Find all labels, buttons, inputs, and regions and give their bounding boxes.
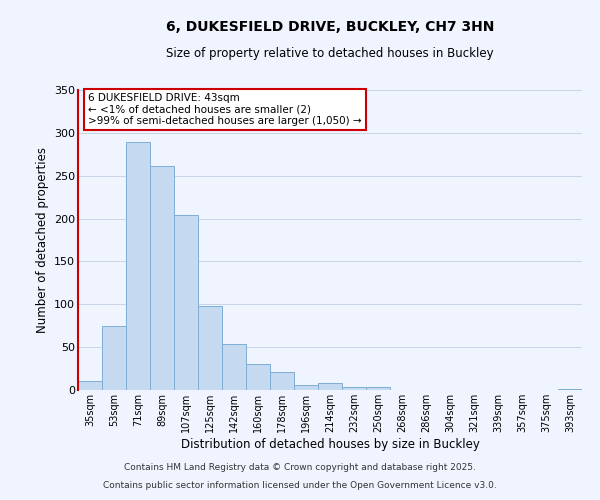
- Bar: [150, 166, 174, 390]
- Bar: [222, 344, 246, 390]
- Text: Contains HM Land Registry data © Crown copyright and database right 2025.: Contains HM Land Registry data © Crown c…: [124, 464, 476, 472]
- Bar: [126, 142, 150, 390]
- Text: 6 DUKESFIELD DRIVE: 43sqm
← <1% of detached houses are smaller (2)
>99% of semi-: 6 DUKESFIELD DRIVE: 43sqm ← <1% of detac…: [88, 93, 362, 126]
- Bar: [102, 326, 126, 390]
- Bar: [270, 372, 294, 390]
- Text: Contains public sector information licensed under the Open Government Licence v3: Contains public sector information licen…: [103, 481, 497, 490]
- Y-axis label: Number of detached properties: Number of detached properties: [35, 147, 49, 333]
- Bar: [558, 389, 582, 390]
- Bar: [294, 385, 318, 390]
- X-axis label: Distribution of detached houses by size in Buckley: Distribution of detached houses by size …: [181, 438, 479, 450]
- Bar: [78, 382, 102, 390]
- Bar: [174, 215, 198, 390]
- Text: 6, DUKESFIELD DRIVE, BUCKLEY, CH7 3HN: 6, DUKESFIELD DRIVE, BUCKLEY, CH7 3HN: [166, 20, 494, 34]
- Text: Size of property relative to detached houses in Buckley: Size of property relative to detached ho…: [166, 48, 494, 60]
- Bar: [246, 364, 270, 390]
- Bar: [366, 386, 390, 390]
- Bar: [318, 383, 342, 390]
- Bar: [198, 306, 222, 390]
- Bar: [342, 386, 366, 390]
